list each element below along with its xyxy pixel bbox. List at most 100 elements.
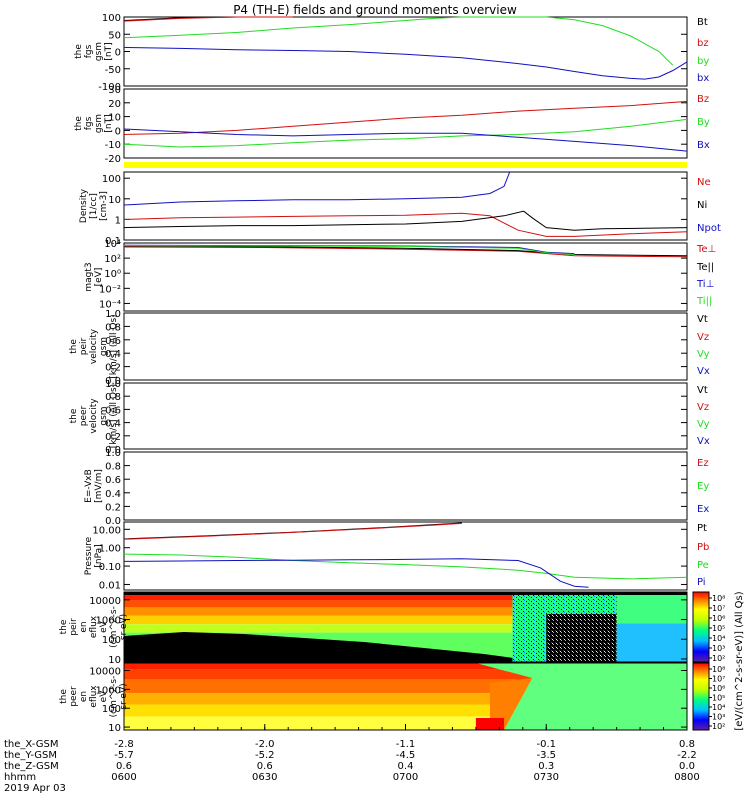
legend-entry: Pi [697, 577, 706, 588]
legend-entry: Vy [697, 419, 710, 430]
legend-entry: Te⊥ [696, 244, 716, 255]
axis-row-value: -2.0 [255, 739, 275, 750]
axis-row-value: -0.1 [536, 739, 556, 750]
ytick-label: 0.4 [105, 419, 121, 430]
ytick-label: 0.2 [105, 432, 121, 443]
panel-peer_en_eflux: 10 100 1000 10000 the peer en eflux eV (cm^2-s-sr… [59, 662, 688, 734]
legend-entry: Ey [697, 481, 709, 492]
colorbar-tick-label: 10⁷ [712, 675, 725, 684]
ytick-label: 0.8 [105, 392, 121, 403]
legend-entry: Te|| [696, 262, 714, 273]
heatmap-band [124, 592, 687, 601]
legend-entry: Pb [697, 542, 709, 553]
ytick-label: 0.0 [105, 445, 121, 456]
legend-entry: bx [697, 73, 709, 84]
axis-row-label: hhmm [4, 772, 36, 783]
ytick-label: 0.0 [105, 516, 121, 527]
figure-title: P4 (TH-E) fields and ground moments over… [233, 3, 517, 17]
ylabel-line: en [79, 691, 89, 702]
axis-row-value: 0.3 [538, 761, 554, 772]
legend-entry: Bz [697, 94, 709, 105]
legend-entry: By [697, 117, 710, 128]
heatmap-band [124, 669, 687, 680]
series-Ti-line [123, 245, 575, 255]
ytick-label: 0 [115, 126, 121, 137]
ylabel-line: [km/s] (All Qs) [109, 384, 119, 448]
colorbar-tick-label: 10³ [712, 713, 725, 722]
series-Ni-line [123, 210, 688, 231]
axis-row-value: -5.7 [114, 750, 134, 761]
ylabel-line: (cm^2-s- [109, 676, 119, 718]
axis-row-value: -4.5 [396, 750, 416, 761]
ylabel-line: the [59, 689, 69, 704]
ytick-label: 10 [108, 723, 121, 734]
series-bx-line [123, 46, 688, 80]
series-by-line [123, 16, 674, 66]
heatmap-transition [489, 678, 533, 730]
colorbar-tick-label: 10⁴ [712, 703, 725, 712]
colorbar-tick-label: 10⁶ [712, 684, 725, 693]
ytick-label: 1000 [96, 685, 121, 696]
colorbar-label: [eV/(cm^2-s-sr-eV)] (All Qs) [734, 591, 745, 730]
ylabel-line: [nT] [104, 42, 114, 60]
series-Pe-line [123, 553, 688, 580]
axis-row-value: 0.6 [257, 761, 273, 772]
legend-entry: Npot [697, 223, 721, 234]
legend-entry: Vz [697, 332, 709, 343]
ylabel-line: [nPa] [94, 544, 104, 567]
panel-frame [123, 171, 688, 241]
ytick-label: -100 [98, 82, 121, 93]
panel-temperature: 10⁴ 10² 10⁰ 10⁻² 10⁻⁴ magt3 [eV] Te⊥ Te|| Ti⊥ Ti|| [84, 239, 716, 312]
ylabel-line: peer [69, 686, 79, 707]
heatmap-band [124, 663, 687, 670]
ytick-label: 50 [108, 30, 121, 41]
ylabel-line: the [69, 408, 79, 423]
ytick-label: -50 [105, 65, 121, 76]
series-Ne-line [123, 212, 688, 237]
heatmap-late-cyan [616, 623, 687, 662]
ylabel-line: the [74, 116, 84, 131]
axis-row-value: -5.2 [255, 750, 275, 761]
axis-row-value: 0630 [252, 772, 277, 783]
heatmap-low-counts [124, 632, 544, 662]
ytick-label: 0.6 [105, 336, 121, 347]
colorbar-tick-label: 10³ [712, 644, 725, 653]
panel-efield: 0.0 0.2 0.4 0.6 0.8 1.0 E=-VxB [mV/m] Ez Ey Ex [84, 448, 709, 527]
series-Te-line [123, 246, 688, 258]
heatmap-top-edge [124, 592, 687, 595]
ytick-label: 100 [102, 635, 121, 646]
ytick-label: 10⁻² [99, 284, 121, 295]
heatmap-noisy-region [546, 614, 617, 662]
axis-row-value: 0.0 [679, 761, 695, 772]
axis-row-value: 0.4 [398, 761, 414, 772]
ylabel-line: gsm [99, 337, 109, 356]
ytick-label: 100 [102, 704, 121, 715]
legend-entry: Vt [697, 385, 708, 396]
heatmap-band [124, 607, 687, 616]
panel-density: 0.1 1 10 100 Density [1/cc] [cm-3] Ne Ni Npot [79, 171, 721, 247]
heatmap-peir_en_eflux [124, 592, 687, 662]
ytick-label: 10⁴ [104, 239, 121, 250]
legend-entry: Ne [697, 177, 711, 188]
panel-peir_en_eflux: 10 100 1000 10000 the peir en eflux eV (cm^2-s-sr… [59, 591, 688, 666]
ytick-label: 0.2 [105, 363, 121, 374]
time-axis: the_X-GSM -2.8 -2.0 -1.1 -0.1 0.8 the_Y-GSM -5.… [4, 724, 700, 794]
ytick-label: 30 [108, 85, 121, 96]
ytick-label: 0.8 [105, 462, 121, 473]
heatmap-band [124, 693, 687, 705]
ylabel-line: Pressure [84, 536, 94, 575]
legend-entry: Vx [697, 366, 710, 377]
ylabel-line: fgs [84, 44, 94, 58]
legend-entry: Vt [697, 314, 708, 325]
ylabel-line: the [69, 339, 79, 354]
colorbar-tick-label: 10⁵ [712, 694, 725, 703]
heatmap-red-low [475, 718, 505, 730]
date-label: 2019 Apr 03 [4, 783, 66, 794]
series-Bx-line [123, 128, 688, 152]
ylabel-line: eV [99, 690, 109, 703]
heatmap-band [124, 615, 687, 625]
ylabel-line: magt3 [84, 262, 94, 291]
